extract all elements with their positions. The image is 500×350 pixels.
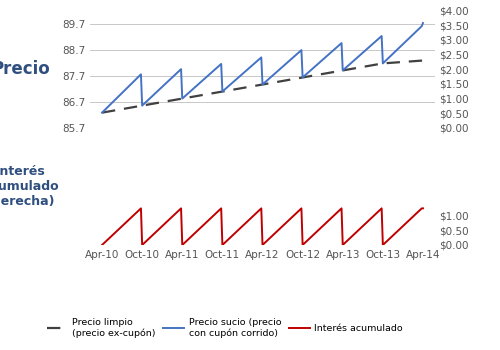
Legend: Precio limpio
(precio ex-cupón), Precio sucio (precio
con cupón corrido), Interé: Precio limpio (precio ex-cupón), Precio … <box>43 314 407 342</box>
Text: Precio: Precio <box>0 60 50 78</box>
Text: Interés
acumulado
(derecha): Interés acumulado (derecha) <box>0 165 60 208</box>
